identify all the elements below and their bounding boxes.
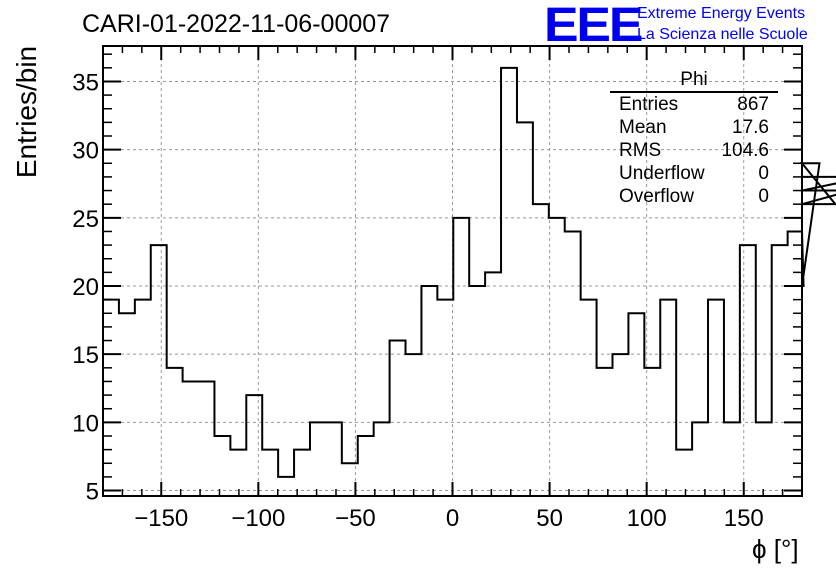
histogram-bin xyxy=(676,450,692,496)
stats-value: 0 xyxy=(758,186,769,207)
x-tick-label: −150 xyxy=(134,505,188,532)
histogram-bin xyxy=(485,272,501,496)
histogram-bin xyxy=(199,381,215,496)
histogram-bin xyxy=(103,300,119,496)
histogram-bin xyxy=(406,354,422,496)
histogram-bin xyxy=(135,300,151,496)
histogram-bin xyxy=(326,422,342,496)
y-tick-label: 35 xyxy=(72,69,99,96)
axes xyxy=(102,45,803,497)
stats-value: 0 xyxy=(758,163,769,184)
histogram-bin xyxy=(612,354,628,496)
x-tick-label: −50 xyxy=(335,505,376,532)
histogram-bin xyxy=(692,422,708,496)
histogram-bin xyxy=(581,300,597,496)
histogram-bin xyxy=(183,381,199,496)
stats-row-underflow: Underflow 0 xyxy=(610,162,778,185)
logo-subtitle-2: La Scienza nelle Scuole xyxy=(637,26,808,43)
histogram-outline xyxy=(103,66,836,478)
histogram-bin xyxy=(262,450,278,496)
histogram-bin xyxy=(724,422,740,496)
y-tick-label: 25 xyxy=(72,206,99,233)
histogram-bin xyxy=(167,368,183,496)
eee-logo: EEE xyxy=(544,0,643,52)
histogram-bin xyxy=(421,286,437,496)
stats-label: Entries xyxy=(619,94,679,115)
tick-labels: −150 −100 −50 0 50 100 150 5 10 15 20 25 30 35 xyxy=(72,69,763,532)
histogram-bin xyxy=(437,300,453,496)
chart-title: CARI-01-2022-11-06-00007 xyxy=(82,10,391,38)
stats-label: Underflow xyxy=(619,163,705,184)
histogram-bin xyxy=(358,436,374,496)
stats-title: Phi xyxy=(610,70,778,93)
x-tick-label: 150 xyxy=(724,505,764,532)
stats-value: 17.6 xyxy=(732,117,769,138)
y-tick-label: 10 xyxy=(72,410,99,437)
histogram-bin xyxy=(756,422,772,496)
histogram-bin xyxy=(214,436,230,496)
histogram-bin xyxy=(517,122,533,496)
x-tick-label: 100 xyxy=(627,505,667,532)
y-tick-label: 20 xyxy=(72,274,99,301)
stats-label: Mean xyxy=(619,117,667,138)
grid-lines xyxy=(103,46,802,496)
histogram-bin xyxy=(374,422,390,496)
histogram-bin xyxy=(708,300,724,496)
histogram-bin xyxy=(660,300,676,496)
stats-value: 867 xyxy=(737,94,769,115)
x-tick-label: 0 xyxy=(446,505,459,532)
x-tick-label: −100 xyxy=(231,505,285,532)
logo-subtitle-1: Extreme Energy Events xyxy=(637,5,806,22)
histogram-bin xyxy=(788,231,802,496)
histogram-bin xyxy=(278,477,294,496)
histogram-bin xyxy=(740,245,756,496)
histogram-bin xyxy=(390,341,406,496)
y-tick-label: 5 xyxy=(86,479,99,506)
y-tick-label: 30 xyxy=(72,138,99,165)
histogram-bin xyxy=(597,368,613,496)
stats-row-entries: Entries 867 xyxy=(610,93,778,116)
stats-label: Overflow xyxy=(619,186,694,207)
histogram-bin xyxy=(246,395,262,496)
x-axis-label: ϕ [°] xyxy=(752,534,799,564)
histogram-bin xyxy=(565,231,581,496)
stats-label: RMS xyxy=(619,140,662,161)
histogram-bin xyxy=(310,422,326,496)
y-tick-label: 15 xyxy=(72,342,99,369)
histogram-bin xyxy=(469,286,485,496)
histogram-bin xyxy=(119,313,135,496)
stats-row-rms: RMS 104.6 xyxy=(610,139,778,162)
histogram-bin xyxy=(533,204,549,496)
y-axis-label: Entries/bin xyxy=(11,45,42,179)
stats-box: Phi Entries 867 Mean 17.6 RMS 104.6 Unde… xyxy=(610,70,778,208)
stats-row-overflow: Overflow 0 xyxy=(610,185,778,208)
histogram-bin xyxy=(628,313,644,496)
histogram-bin xyxy=(549,218,565,496)
histogram-bin xyxy=(151,245,167,496)
histogram-bin xyxy=(772,245,788,496)
x-tick-label: 50 xyxy=(536,505,563,532)
histogram-series xyxy=(103,66,836,496)
stats-row-mean: Mean 17.6 xyxy=(610,116,778,139)
histogram-bin xyxy=(453,218,469,496)
stats-value: 104.6 xyxy=(721,140,769,161)
histogram-bin xyxy=(501,68,517,496)
histogram-bin xyxy=(644,368,660,496)
